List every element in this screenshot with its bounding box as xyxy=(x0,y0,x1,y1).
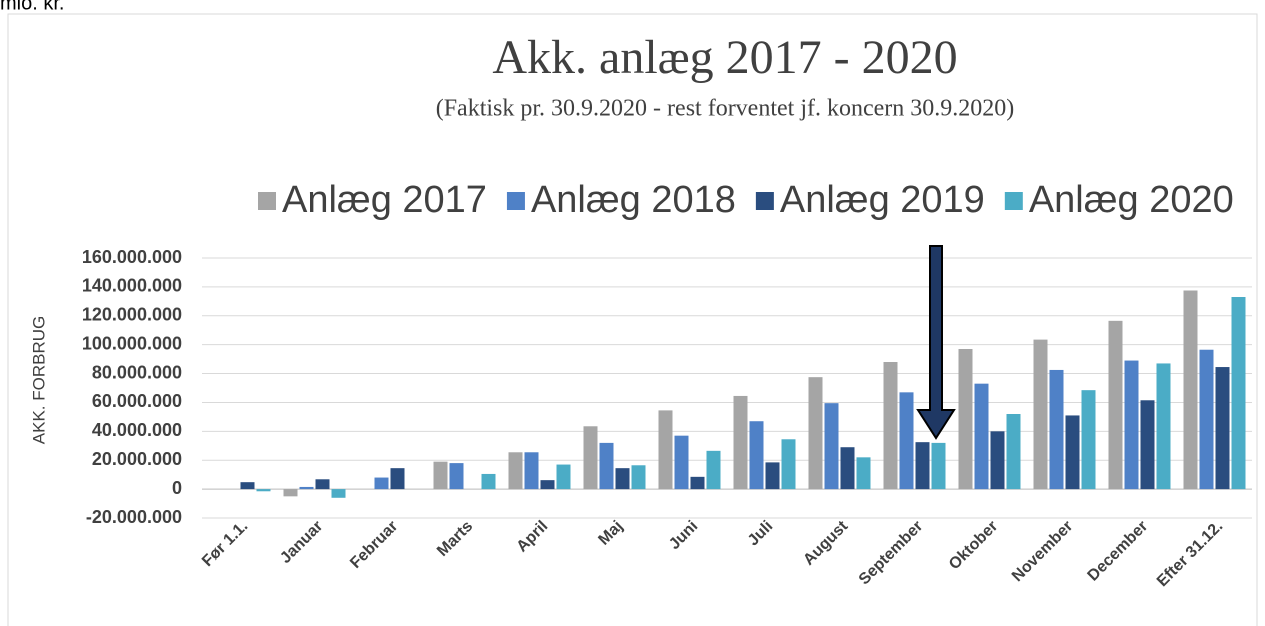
bar xyxy=(840,447,855,490)
bar xyxy=(449,463,464,490)
bar xyxy=(524,452,539,490)
grid xyxy=(202,257,1252,519)
bar xyxy=(808,377,823,490)
bar xyxy=(1033,339,1048,490)
bar xyxy=(1108,320,1123,490)
legend-swatch xyxy=(755,192,774,210)
bar xyxy=(931,442,946,490)
legend-label: Anlæg 2017 xyxy=(282,179,487,221)
bar xyxy=(331,489,346,498)
bar xyxy=(765,462,780,490)
bar xyxy=(883,362,898,490)
y-tick-label: 40.000.000 xyxy=(92,420,182,440)
y-tick-label: 20.000.000 xyxy=(92,449,182,469)
bar xyxy=(958,349,973,490)
legend-swatch xyxy=(258,192,276,210)
bar xyxy=(1006,414,1021,490)
bar xyxy=(631,465,646,490)
y-tick-label: 140.000.000 xyxy=(82,276,182,296)
y-tick-label: -20.000.000 xyxy=(86,507,182,527)
bar xyxy=(508,452,523,490)
bar xyxy=(540,480,555,490)
bar xyxy=(990,431,1005,490)
bar xyxy=(749,421,764,490)
legend-swatch xyxy=(1004,192,1023,210)
bar xyxy=(390,468,405,490)
chart-title: Akk. anlæg 2017 - 2020 xyxy=(492,31,957,84)
y-tick-label: 120.000.000 xyxy=(82,305,182,325)
y-tick-label: 160.000.000 xyxy=(82,247,182,267)
legend-label: Anlæg 2018 xyxy=(531,179,736,221)
bar xyxy=(283,489,298,497)
bar xyxy=(974,383,989,490)
chart-subtitle: (Faktisk pr. 30.9.2020 - rest forventet … xyxy=(436,96,1015,122)
unit-note: mio. kr. xyxy=(0,0,64,14)
bar xyxy=(733,395,748,490)
bar xyxy=(824,403,839,490)
y-tick-label: 0 xyxy=(172,478,182,498)
bar xyxy=(599,442,614,490)
bars xyxy=(240,290,1246,498)
bar xyxy=(1049,369,1064,490)
bar xyxy=(658,410,673,490)
bar xyxy=(1183,290,1198,490)
bar xyxy=(1065,415,1080,490)
bar xyxy=(1156,363,1171,490)
bar xyxy=(433,461,448,490)
y-tick-label: 80.000.000 xyxy=(92,362,182,382)
legend-swatch xyxy=(506,192,525,210)
bar xyxy=(899,392,914,490)
y-tick-label: 60.000.000 xyxy=(92,391,182,411)
bar xyxy=(690,476,705,490)
arrow-annotation xyxy=(916,245,956,440)
bar xyxy=(299,486,314,490)
bar xyxy=(1140,400,1155,490)
bar xyxy=(781,439,796,490)
bar xyxy=(1215,367,1230,490)
chart-frame xyxy=(7,13,1258,626)
legend-label: Anlæg 2019 xyxy=(780,179,985,221)
bar xyxy=(240,482,255,490)
bar xyxy=(583,426,598,490)
bar xyxy=(706,450,721,490)
bar xyxy=(374,477,389,490)
bar xyxy=(556,464,571,490)
bar xyxy=(615,468,630,490)
bar xyxy=(1124,360,1139,490)
bar xyxy=(256,489,271,492)
bar xyxy=(481,473,496,490)
bar xyxy=(1199,349,1214,490)
bar xyxy=(915,442,930,490)
bar xyxy=(674,435,689,490)
bar xyxy=(315,479,330,490)
bar xyxy=(856,457,871,490)
y-tick-label: 100.000.000 xyxy=(82,333,182,353)
bar xyxy=(1231,297,1246,490)
legend-label: Anlæg 2020 xyxy=(1029,179,1234,221)
bar xyxy=(1081,390,1096,490)
y-axis-label: AKK. FORBRUG xyxy=(29,316,48,444)
